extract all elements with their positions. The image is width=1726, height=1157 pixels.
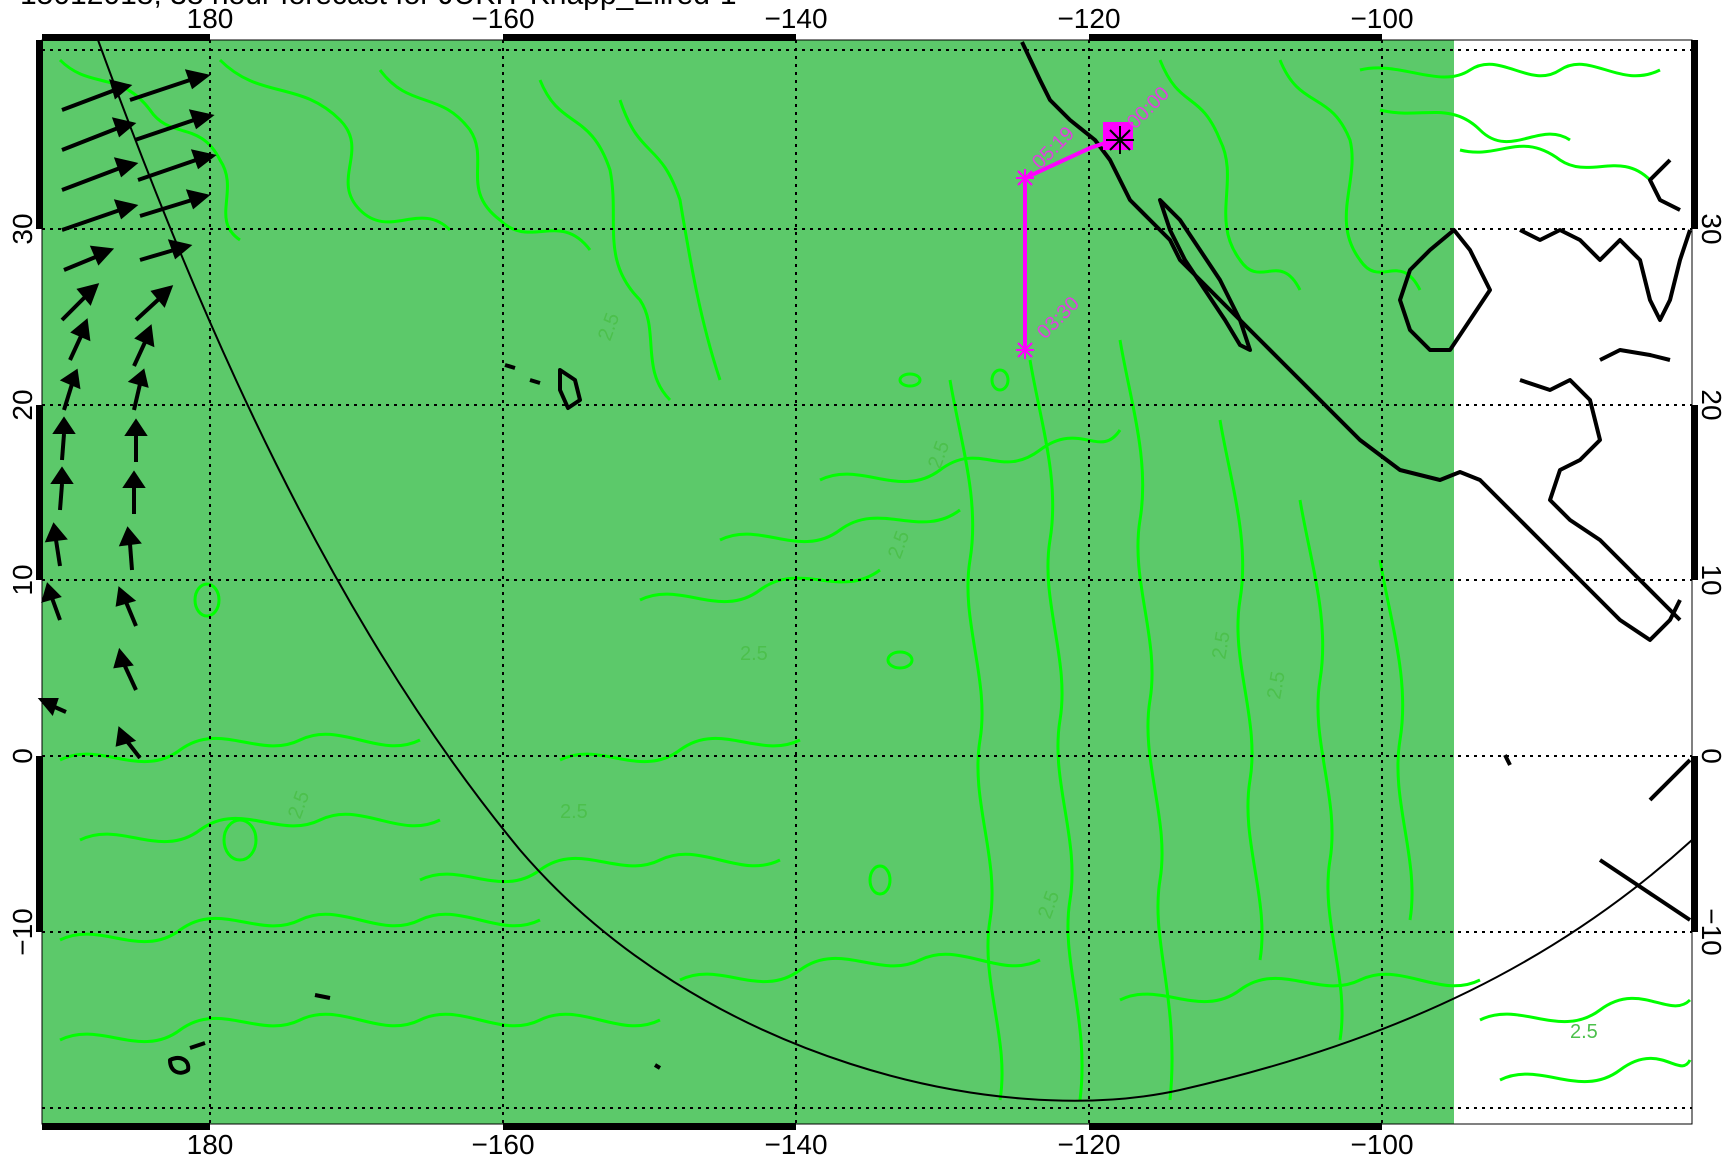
arrow-icon (61, 117, 137, 152)
arrow-icon (113, 647, 138, 691)
y-tick-right: 20 (1696, 389, 1726, 420)
x-tick-bottom: 180 (187, 1129, 234, 1157)
arrow-icon (134, 109, 215, 142)
x-tick-bottom: −160 (471, 1129, 534, 1157)
right-axis-labels: 30 20 10 0 −10 (1696, 213, 1726, 955)
x-tick-top: −100 (1350, 3, 1413, 34)
arrow-icon (139, 239, 193, 262)
arrow-icon (61, 157, 139, 192)
arrow-icon (115, 586, 138, 627)
contour-label: 2.5 (1208, 630, 1234, 661)
arrow-icon (61, 79, 133, 112)
arrow-icon (68, 318, 91, 361)
x-tick-bottom: −100 (1350, 1129, 1413, 1157)
arrow-icon (132, 324, 155, 367)
arrow-icon (50, 466, 74, 511)
contour-labels: 2.5 2.5 2.5 2.5 2.5 2.5 2.5 2.5 2.5 2.5 (284, 310, 1598, 1043)
arrow-icon (37, 698, 67, 717)
forecast-shading (42, 40, 1454, 1124)
track-point-icon (1016, 341, 1034, 359)
gridlines (42, 40, 1692, 1124)
arrow-icon (118, 526, 142, 571)
x-tick-top: −140 (764, 3, 827, 34)
asterisk-icon (1106, 126, 1134, 154)
white-patch-top-right (1454, 40, 1692, 230)
y-tick-left: 30 (7, 213, 38, 244)
x-tick-top: −160 (471, 3, 534, 34)
x-tick-top: 180 (187, 3, 234, 34)
arrow-icon (52, 416, 76, 461)
y-tick-right: −10 (1696, 908, 1726, 956)
arrow-icon (44, 522, 68, 567)
arrow-icon (127, 368, 149, 411)
arrow-icon (129, 69, 211, 102)
top-axis-labels: 180 −160 −140 −120 −100 (187, 3, 1414, 34)
arrow-icon (60, 283, 100, 322)
x-tick-top: −120 (1057, 3, 1120, 34)
contour-label: 2.5 (560, 801, 588, 823)
arrow-icon (41, 582, 62, 621)
x-tick-bottom: −120 (1057, 1129, 1120, 1157)
y-tick-right: 10 (1696, 564, 1726, 595)
arrow-icon (122, 470, 146, 514)
frame-bars (36, 34, 1698, 1130)
coastlines (168, 41, 1692, 1075)
bottom-axis-labels: 180 −160 −140 −120 −100 (187, 1129, 1414, 1157)
great-circle-arc (97, 39, 1693, 1102)
arrow-icon (134, 285, 174, 322)
arrow-icon (63, 245, 115, 272)
contour-label: 2.5 (1263, 670, 1289, 701)
contour-lines (58, 58, 1692, 1101)
y-tick-left: 20 (7, 389, 38, 420)
map-title: 15012018, 38 hour forecast for JUKIT Kna… (20, 0, 737, 12)
track-point-icon (1016, 169, 1034, 187)
y-tick-left: 0 (7, 748, 38, 764)
arrow-icon (61, 199, 139, 232)
arrow-icon (137, 149, 217, 182)
arrow-icon (139, 189, 211, 218)
y-tick-left: −10 (7, 908, 38, 956)
y-tick-right: 0 (1696, 748, 1726, 764)
contour-label: 2.5 (1570, 1021, 1598, 1043)
arrow-icon (124, 418, 148, 462)
y-tick-left: 10 (7, 564, 38, 595)
arrow-icon (115, 726, 142, 760)
left-axis-labels: 30 20 10 0 −10 (7, 213, 38, 955)
plot-frame (41, 39, 1693, 1125)
contour-label: 2.5 (740, 643, 768, 665)
y-tick-right: 30 (1696, 213, 1726, 244)
x-tick-bottom: −140 (764, 1129, 827, 1157)
origin-marker-box (1103, 122, 1133, 150)
arrow-icon (59, 368, 81, 411)
wind-arrows (37, 69, 217, 760)
